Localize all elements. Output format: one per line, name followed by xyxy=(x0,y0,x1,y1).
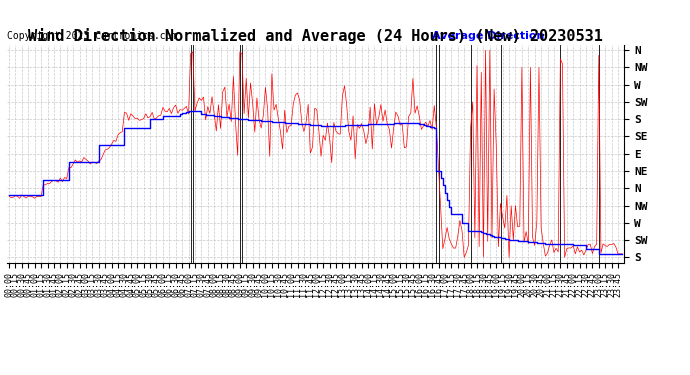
Title: Wind Direction Normalized and Average (24 Hours) (New) 20230531: Wind Direction Normalized and Average (2… xyxy=(28,28,603,44)
Text: Copyright 2023 Cartronics.com: Copyright 2023 Cartronics.com xyxy=(7,31,177,40)
Text: Average Direction: Average Direction xyxy=(432,31,544,40)
